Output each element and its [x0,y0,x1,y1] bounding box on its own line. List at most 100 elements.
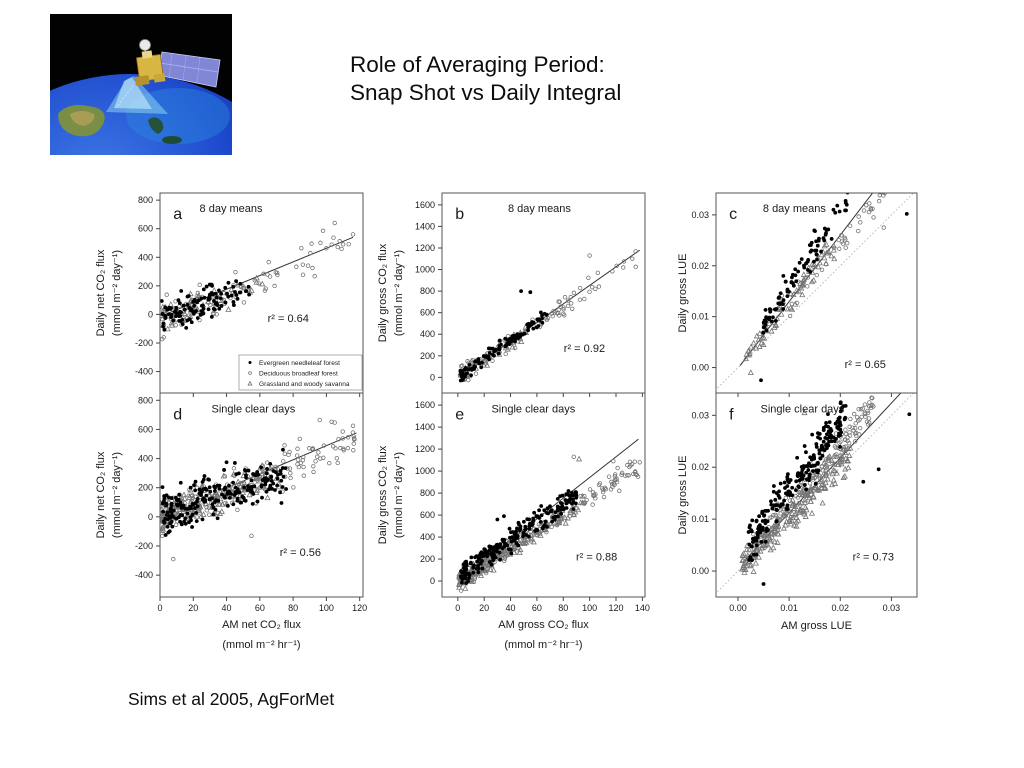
panel-d: -400 -200 0 200 400 600 800 0 20 40 60 80 100 120 d Sin… [95,392,367,651]
legend-box [238,354,363,391]
r-squared-annotation: r² = 0.56 [280,547,321,559]
panel-b-plot-area [457,249,641,383]
x-tick-label: 80 [558,603,568,613]
y-tick-label: 600 [138,224,153,234]
x-tick-label: 40 [506,603,516,613]
x-tick-label: 40 [222,603,232,613]
y-axis-label: (mmol m⁻² day⁻¹) [111,452,123,538]
x-tick-label: 0.02 [832,603,850,613]
panel-letter: f [729,407,734,424]
y-tick-label: 400 [138,252,153,262]
y-axis-label: Daily gross CO₂ flux [377,445,389,544]
x-tick-label: 120 [608,603,623,613]
y-tick-label: 1600 [415,400,435,410]
y-tick-label: 0.01 [691,514,709,524]
y-tick-label: 400 [420,329,435,339]
y-tick-label: -400 [135,367,153,377]
x-tick-label: 60 [532,603,542,613]
panel-letter: b [455,206,464,223]
x-tick-label: 140 [635,603,650,613]
slide-title: Role of Averaging Period: Snap Shot vs D… [350,51,621,107]
panel-letter: c [729,206,737,223]
x-tick-label: 0.01 [780,603,798,613]
panel-subtitle: Single clear days [211,403,295,415]
x-axis-label: AM net CO₂ flux [222,619,301,631]
y-tick-label: 0 [430,372,435,382]
y-tick-label: 1400 [415,221,435,231]
y-tick-label: 800 [420,286,435,296]
series-filled-circle [160,279,252,332]
x-tick-label: 0 [455,603,460,613]
panel-frame [159,392,364,598]
y-tick-label: 1000 [415,466,435,476]
y-tick-label: 0 [148,309,153,319]
r-squared-annotation: r² = 0.64 [268,313,309,325]
panel-subtitle: 8 day means [200,203,263,215]
panel-e-plot-area [456,438,642,593]
y-axis-label: (mmol m⁻² day⁻¹) [393,452,405,538]
x-axis-label: (mmol m⁻² hr⁻¹) [222,639,300,651]
series-filled-circle [746,400,912,586]
panel-f-plot-area [716,393,914,594]
panel-e: 0 200 400 600 800 1000 1200 1400 1600 0 20 40 60 80 10… [377,392,650,651]
y-tick-label: 400 [420,532,435,542]
y-axis-label: (mmol m⁻² day⁻¹) [393,250,405,336]
y-tick-label: 0.03 [691,210,709,220]
panel-letter: a [173,206,182,223]
series-open-circle [458,249,638,383]
x-tick-label: 100 [582,603,597,613]
x-tick-label: 20 [188,603,198,613]
panel-subtitle: Single clear days [491,403,575,415]
y-tick-label: 0.00 [691,363,709,373]
y-tick-label: 0.00 [691,566,709,576]
x-axis-label: (mmol m⁻² hr⁻¹) [504,639,582,651]
slide-title-line-1: Role of Averaging Period: [350,52,605,77]
y-tick-label: 0.02 [691,462,709,472]
panel-letter: e [455,407,464,424]
panel-d-plot-area [160,417,357,562]
y-tick-label: 200 [138,281,153,291]
legend-item-label: Grassland and woody savanna [259,381,350,388]
y-tick-label: 800 [138,195,153,205]
y-tick-label: -400 [135,570,153,580]
panel-f: 0.00 0.01 0.02 0.03 0.00 0.01 0.02 0.03 f Single … [677,392,918,632]
x-tick-label: 0 [157,603,162,613]
y-axis-label: (mmol m⁻² day⁻¹) [111,250,123,336]
citation-text: Sims et al 2005, AgForMet [128,689,335,709]
series-open-circle [776,193,887,319]
panel-subtitle: 8 day means [508,203,571,215]
panel-c-plot-area [716,193,914,390]
y-tick-label: 600 [420,510,435,520]
regression-line [231,432,357,487]
y-tick-label: 200 [138,483,153,493]
y-axis-label: Daily gross LUE [677,254,689,333]
x-tick-label: 20 [479,603,489,613]
y-tick-label: 1000 [415,265,435,275]
y-axis-label: Daily net CO₂ flux [95,451,107,538]
panel-a: -400 -200 0 200 400 600 800 a 8 day means r² = 0.… [95,192,364,397]
panel-letter: d [173,407,182,424]
r-squared-annotation: r² = 0.88 [576,551,617,563]
panel-frame [715,192,918,394]
x-tick-label: 60 [255,603,265,613]
x-tick-label: 80 [288,603,298,613]
y-axis-label: Daily gross LUE [677,456,689,535]
y-axis-label: Daily net CO₂ flux [95,249,107,336]
panel-a-plot-area [160,220,356,342]
y-tick-label: 200 [420,554,435,564]
x-axis-label: AM gross CO₂ flux [498,619,589,631]
y-tick-label: 600 [420,308,435,318]
x-tick-label: 120 [352,603,367,613]
y-tick-label: 200 [420,351,435,361]
y-tick-label: -200 [135,338,153,348]
series-open-triangle [742,241,838,375]
r-squared-annotation: r² = 0.65 [845,359,886,371]
x-tick-label: 100 [319,603,334,613]
y-tick-label: 1600 [415,200,435,210]
y-tick-label: 0 [430,576,435,586]
panel-frame [715,392,918,598]
y-tick-label: 0 [148,512,153,522]
y-tick-label: 0.03 [691,410,709,420]
